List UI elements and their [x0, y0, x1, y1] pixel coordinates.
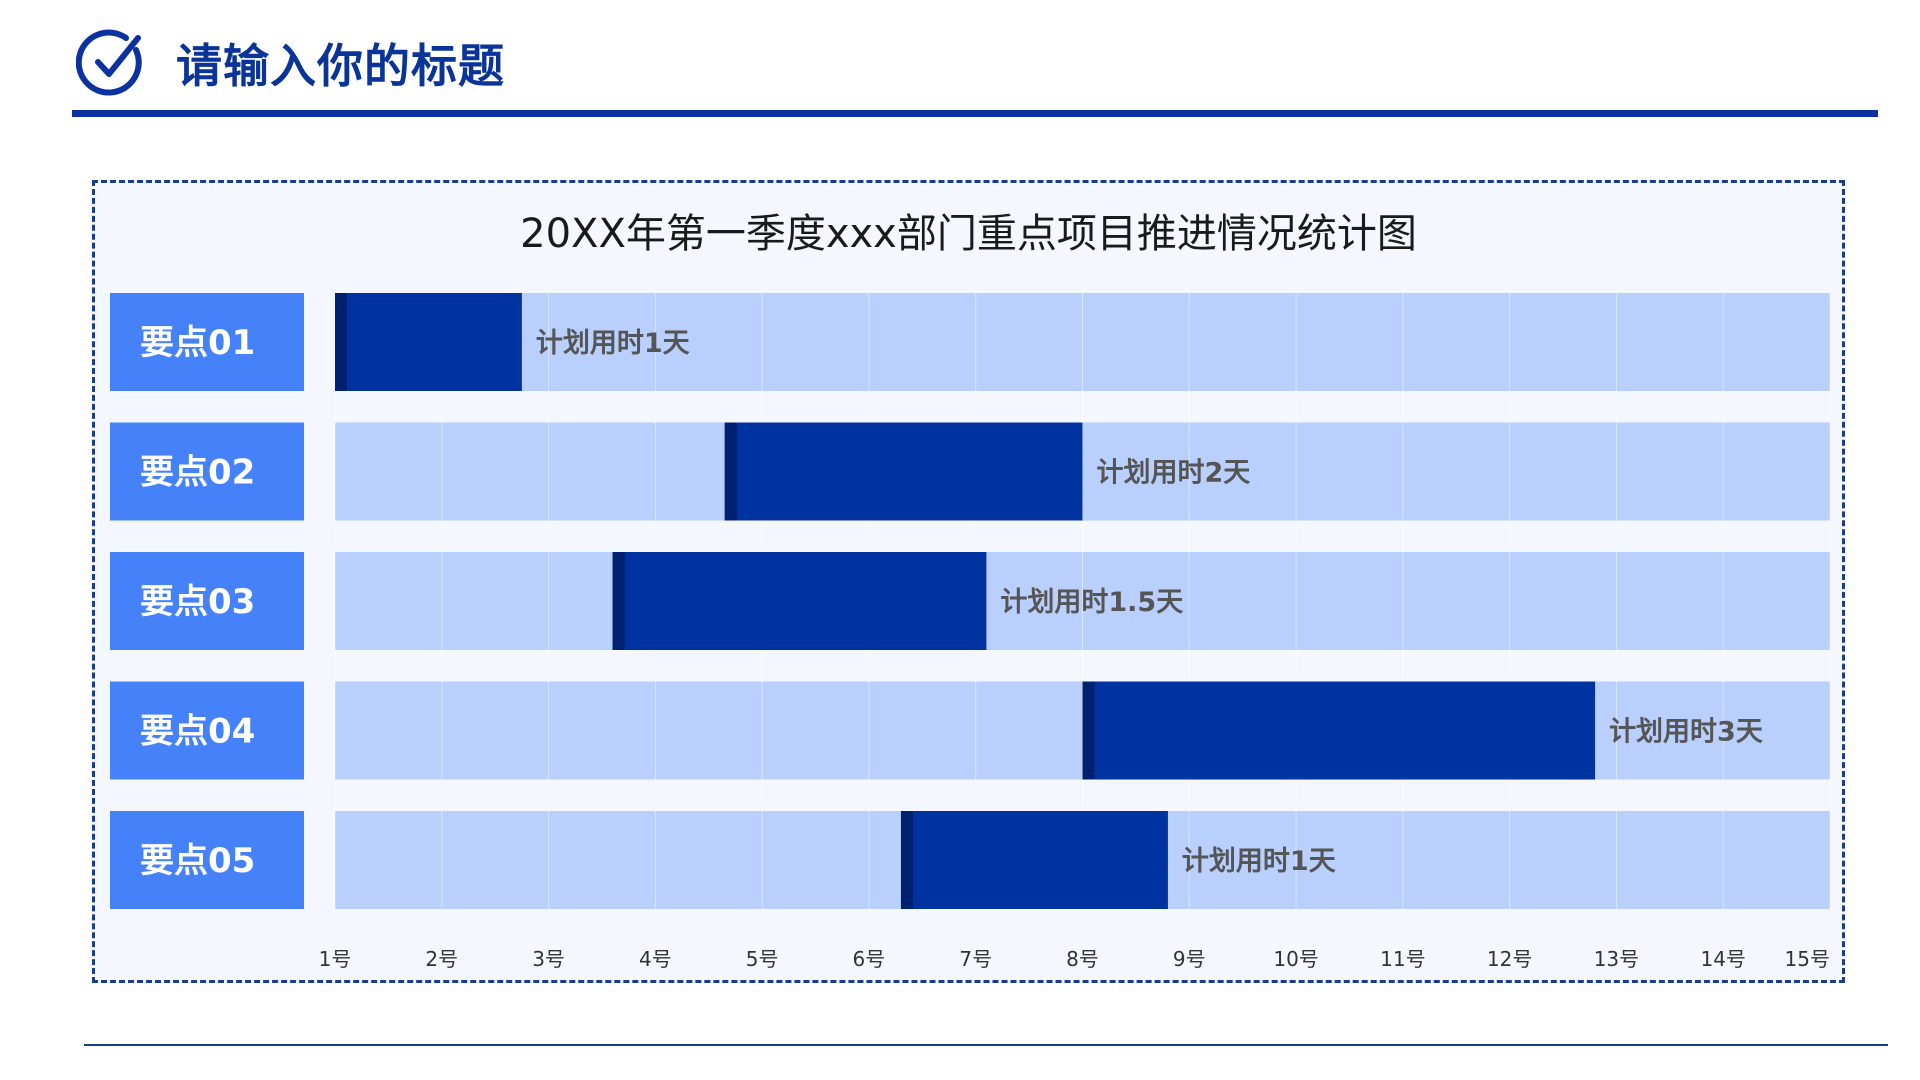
duration-bar-label: 计划用时1.5天: [1000, 587, 1183, 618]
x-tick-label: 9号: [1173, 947, 1206, 971]
category-label-box: [110, 422, 304, 521]
bar-track: [335, 552, 1830, 650]
x-tick-label: 14号: [1700, 947, 1745, 971]
duration-bar-label: 计划用时2天: [1097, 458, 1251, 489]
category-label: 要点02: [140, 453, 255, 493]
x-tick-label: 1号: [319, 947, 352, 971]
duration-bar-edge: [900, 811, 913, 909]
category-label: 要点01: [140, 323, 255, 363]
category-label: 要点03: [140, 582, 255, 622]
duration-bar-label: 计划用时1天: [536, 328, 690, 359]
x-tick-label: 3号: [532, 947, 565, 971]
duration-bar-edge: [724, 422, 737, 521]
category-label-box: [110, 681, 304, 780]
x-tick-label: 15号: [1785, 947, 1830, 971]
duration-bar: [724, 422, 1083, 521]
category-label-box: [110, 293, 304, 391]
check-circle-icon: [76, 29, 142, 96]
chart-panel: 20XX年第一季度xxx部门重点项目推进情况统计图 要点01 要点02 要点03 要点…: [92, 180, 1845, 983]
bar-track: [335, 293, 1830, 391]
duration-bar: [1082, 681, 1596, 780]
x-tick-label: 13号: [1594, 947, 1639, 971]
duration-bar: [612, 552, 987, 650]
x-tick-label: 2号: [425, 947, 458, 971]
footer-divider: [84, 1044, 1888, 1046]
x-tick-label: 5号: [746, 947, 779, 971]
x-tick-label: 4号: [639, 947, 672, 971]
category-label: 要点04: [140, 712, 255, 752]
x-tick-label: 7号: [959, 947, 992, 971]
chart-title: 20XX年第一季度xxx部门重点项目推进情况统计图: [520, 211, 1417, 257]
header-divider: [72, 110, 1878, 117]
duration-bar-edge: [1082, 681, 1095, 780]
duration-bar-edge: [612, 552, 625, 650]
category-label-box: [110, 552, 304, 650]
x-tick-label: 11号: [1380, 947, 1425, 971]
x-tick-label: 6号: [853, 947, 886, 971]
duration-bar: [335, 293, 522, 391]
category-label-box: [110, 811, 304, 909]
x-tick-label: 12号: [1487, 947, 1532, 971]
duration-bar-edge: [335, 293, 347, 391]
x-tick-label: 10号: [1273, 947, 1318, 971]
category-label: 要点05: [140, 841, 255, 881]
gantt-chart: 要点01要点02要点03要点04要点05计划用时1天计划用时2天计划用时1.5天…: [110, 293, 1831, 971]
duration-bar-label: 计划用时3天: [1609, 717, 1763, 748]
x-tick-label: 8号: [1066, 947, 1099, 971]
duration-bar-label: 计划用时1天: [1182, 846, 1336, 877]
duration-bar: [900, 811, 1168, 909]
page-title: 请输入你的标题: [176, 39, 505, 93]
